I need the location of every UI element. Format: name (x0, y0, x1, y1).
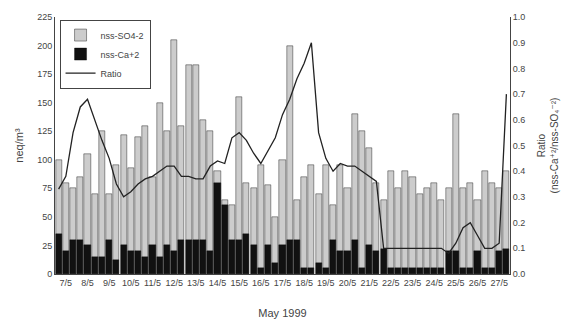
svg-text:25/5: 25/5 (447, 278, 465, 288)
svg-text:0.1: 0.1 (513, 243, 526, 253)
svg-text:0.0: 0.0 (513, 269, 526, 279)
svg-text:8/5: 8/5 (81, 278, 94, 288)
svg-text:0.8: 0.8 (513, 64, 526, 74)
svg-text:175: 175 (37, 69, 52, 79)
svg-text:Ratio: Ratio (101, 69, 122, 79)
svg-text:25: 25 (42, 241, 52, 251)
svg-text:7/5: 7/5 (60, 278, 73, 288)
svg-text:0.2: 0.2 (513, 218, 526, 228)
svg-text:21/5: 21/5 (360, 278, 378, 288)
svg-text:27/5: 27/5 (490, 278, 508, 288)
svg-text:0.3: 0.3 (513, 192, 526, 202)
svg-text:nss-Ca+2: nss-Ca+2 (101, 50, 140, 60)
svg-text:0.5: 0.5 (513, 141, 526, 151)
svg-text:75: 75 (42, 183, 52, 193)
svg-text:125: 125 (37, 126, 52, 136)
svg-text:26/5: 26/5 (469, 278, 487, 288)
svg-text:9/5: 9/5 (103, 278, 116, 288)
svg-text:18/5: 18/5 (295, 278, 313, 288)
svg-text:0: 0 (47, 269, 52, 279)
svg-text:17/5: 17/5 (274, 278, 292, 288)
svg-text:Ratio(nss-Ca⁺²/nss-SO₄⁻²): Ratio(nss-Ca⁺²/nss-SO₄⁻²) (536, 98, 560, 194)
svg-text:100: 100 (37, 155, 52, 165)
svg-text:nss-SO4-2: nss-SO4-2 (101, 31, 144, 41)
svg-text:0.7: 0.7 (513, 89, 526, 99)
svg-text:19/5: 19/5 (317, 278, 335, 288)
svg-text:11/5: 11/5 (144, 278, 161, 288)
svg-text:20/5: 20/5 (339, 278, 357, 288)
svg-text:0.9: 0.9 (513, 38, 526, 48)
svg-text:15/5: 15/5 (230, 278, 248, 288)
svg-text:14/5: 14/5 (209, 278, 227, 288)
svg-text:12/5: 12/5 (165, 278, 183, 288)
svg-text:225: 225 (37, 12, 52, 22)
svg-text:16/5: 16/5 (252, 278, 270, 288)
svg-text:200: 200 (37, 41, 52, 51)
svg-text:22/5: 22/5 (382, 278, 400, 288)
svg-text:24/5: 24/5 (425, 278, 443, 288)
svg-text:13/5: 13/5 (187, 278, 205, 288)
svg-text:May 1999: May 1999 (258, 307, 306, 319)
svg-text:1.0: 1.0 (513, 12, 526, 22)
svg-text:10/5: 10/5 (122, 278, 140, 288)
svg-text:150: 150 (37, 98, 52, 108)
svg-text:50: 50 (42, 212, 52, 222)
svg-text:0.6: 0.6 (513, 115, 526, 125)
svg-text:neq/m³: neq/m³ (13, 128, 25, 163)
svg-text:0.4: 0.4 (513, 166, 526, 176)
svg-text:23/5: 23/5 (404, 278, 422, 288)
